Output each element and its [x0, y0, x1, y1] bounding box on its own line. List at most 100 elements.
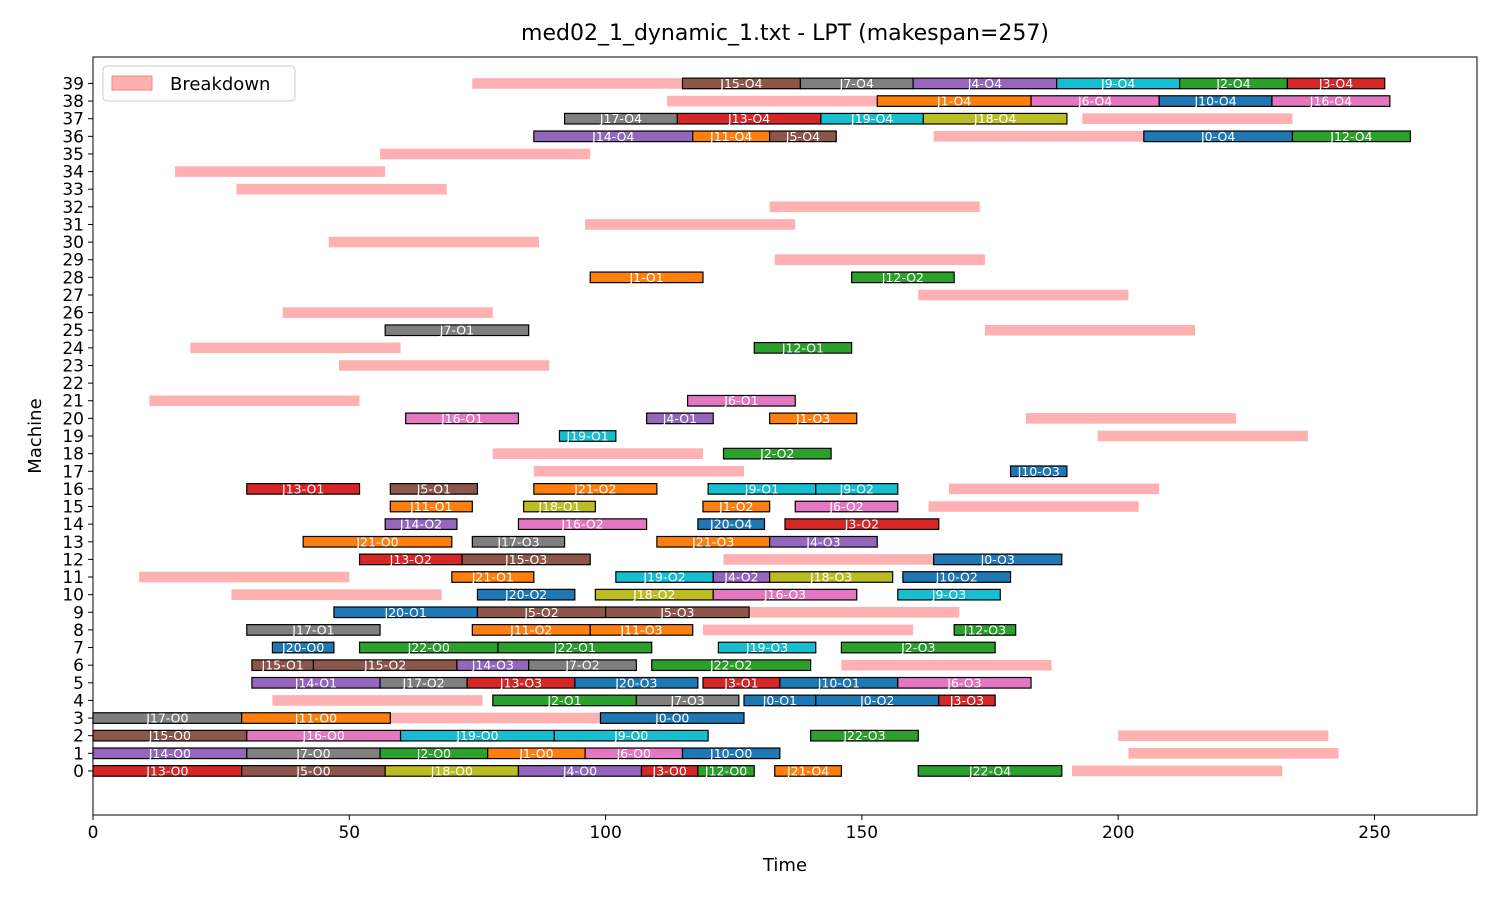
- operation-label: J9-O3: [931, 587, 966, 602]
- breakdown-bar: [702, 624, 914, 636]
- legend-swatch: [111, 75, 153, 91]
- operation-label: J16-O3: [763, 587, 806, 602]
- operation-label: J4-O1: [662, 411, 697, 426]
- operation-label: J4-O4: [967, 76, 1002, 91]
- operation-bar: [241, 712, 391, 724]
- operation-label: J17-O0: [145, 711, 188, 726]
- operation-label: J21-O2: [573, 481, 616, 496]
- operation-label: J2-O1: [546, 693, 581, 708]
- operation-label: J6-O1: [723, 393, 758, 408]
- breakdown-bar: [918, 289, 1129, 301]
- operation-label: J4-O2: [723, 570, 758, 585]
- breakdown-bar: [749, 606, 960, 618]
- operation-bar: [1009, 465, 1068, 478]
- operation-label: J17-O3: [496, 534, 539, 549]
- operation-bar: [451, 571, 535, 583]
- breakdown-bar: [175, 166, 386, 177]
- operation-label: J16-O2: [560, 517, 603, 532]
- operation-bar: [302, 535, 453, 548]
- operation-label: J1-O0: [518, 746, 553, 761]
- y-tick-label: 37: [62, 110, 84, 130]
- operation-label: J14-O2: [399, 517, 442, 532]
- breakdown-bar: [984, 324, 1196, 336]
- operation-bar: [769, 130, 837, 143]
- breakdown-bar: [272, 695, 483, 706]
- y-tick-label: 38: [62, 92, 84, 112]
- operation-label: J15-O0: [148, 728, 191, 743]
- y-tick-label: 31: [62, 215, 84, 235]
- operation-label: J6-O4: [1077, 94, 1112, 109]
- breakdown-bar: [585, 219, 796, 230]
- breakdown-bar: [380, 148, 591, 160]
- operation-label: J16-O1: [440, 411, 483, 426]
- y-tick-label: 10: [62, 586, 84, 606]
- breakdown-bar: [949, 483, 1160, 495]
- operation-label: J2-O2: [759, 446, 794, 461]
- operation-label: J7-O2: [564, 658, 599, 673]
- x-tick-label: 50: [338, 823, 360, 843]
- operation-label: J15-O4: [719, 76, 762, 91]
- y-tick-label: 14: [62, 515, 84, 535]
- y-tick-label: 0: [73, 762, 84, 782]
- operation-bar: [933, 553, 1063, 566]
- operation-label: J10-O3: [1017, 464, 1060, 479]
- operation-label: J17-O1: [291, 622, 334, 637]
- operation-bar: [722, 447, 832, 460]
- operation-bar: [589, 624, 694, 636]
- operation-bar: [717, 641, 817, 654]
- breakdown-bar: [492, 448, 703, 459]
- operation-bar: [517, 518, 648, 531]
- operation-label: J20-O4: [709, 517, 752, 532]
- operation-bar: [815, 482, 899, 495]
- breakdown-bar: [723, 554, 934, 565]
- operation-label: J3-O3: [949, 693, 984, 708]
- operation-label: J5-O0: [295, 763, 330, 778]
- operation-label: J17-O4: [599, 111, 642, 126]
- operation-label: J0-O3: [980, 552, 1015, 567]
- operation-label: J13-O1: [281, 481, 324, 496]
- operation-label: J2-O4: [1215, 76, 1250, 91]
- x-tick-label: 250: [1358, 823, 1390, 843]
- y-tick-label: 20: [62, 409, 84, 429]
- legend-box: [102, 65, 296, 102]
- operation-label: J5-O1: [416, 481, 451, 496]
- operation-label: J18-O0: [430, 763, 473, 778]
- operation-label: J14-O0: [148, 746, 191, 761]
- operation-bar: [461, 553, 591, 566]
- breakdown-bar: [1118, 730, 1329, 741]
- operation-bar: [681, 747, 781, 760]
- operation-bar: [635, 694, 740, 707]
- y-tick-label: 4: [73, 691, 84, 711]
- operation-bar: [769, 535, 878, 548]
- operation-bar: [897, 676, 1032, 689]
- operation-label: J10-O1: [817, 675, 860, 690]
- operation-label: J4-O0: [562, 763, 597, 778]
- operation-label: J19-O2: [642, 570, 685, 585]
- operation-label: J20-O3: [614, 675, 657, 690]
- operation-bar: [599, 712, 745, 724]
- operation-label: J14-O4: [591, 129, 634, 144]
- operation-label: J4-O3: [805, 534, 840, 549]
- y-tick-label: 6: [73, 656, 84, 676]
- legend-label: Breakdown: [170, 74, 270, 95]
- breakdown-bar: [769, 201, 980, 213]
- operation-bar: [1271, 95, 1391, 107]
- operation-label: J15-O3: [504, 552, 547, 567]
- operation-label: J1-O3: [795, 411, 830, 426]
- operation-bar: [497, 641, 653, 654]
- operation-bar: [645, 412, 714, 425]
- operation-label: J0-O0: [654, 711, 689, 726]
- operation-label: J16-O0: [302, 728, 345, 743]
- operation-label: J13-O4: [727, 111, 770, 126]
- breakdown-bar: [339, 360, 550, 371]
- y-tick-label: 12: [62, 550, 84, 570]
- operation-bar: [702, 500, 771, 513]
- operation-bar: [902, 571, 1012, 583]
- x-tick-label: 150: [846, 823, 878, 843]
- operation-label: J12-O4: [1329, 129, 1372, 144]
- operation-bar: [1286, 77, 1386, 90]
- y-tick-label: 28: [62, 268, 84, 288]
- operation-label: J20-O2: [504, 587, 547, 602]
- operation-bar: [246, 482, 361, 495]
